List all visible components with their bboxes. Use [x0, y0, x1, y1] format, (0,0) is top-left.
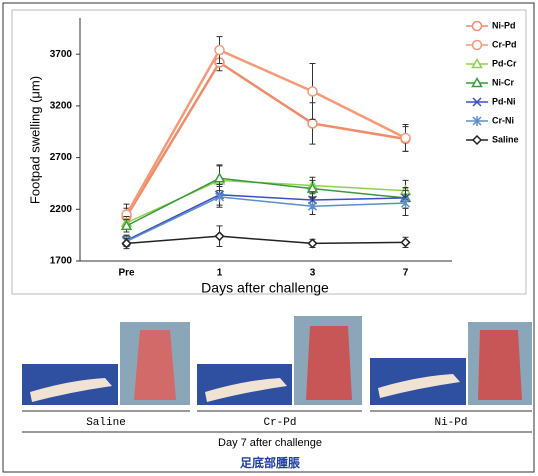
y-tick-label: 2200: [50, 204, 73, 215]
y-tick-label: 1700: [50, 256, 73, 267]
legend-label: Pd-Ni: [492, 96, 516, 106]
marker: [473, 41, 482, 50]
caption: Day 7 after challenge: [218, 437, 322, 449]
legend-label: Cr-Ni: [492, 115, 514, 125]
marker: [473, 22, 482, 31]
y-tick-label: 3700: [50, 49, 73, 60]
legend-label: Pd-Cr: [492, 58, 517, 68]
legend-label: Ni-Pd: [492, 20, 516, 30]
x-tick-label: 7: [403, 268, 409, 279]
legend-label: Cr-Pd: [492, 39, 517, 49]
photo-label: Saline: [86, 417, 126, 429]
legend-label: Saline: [492, 134, 519, 144]
subcaption: 足底部腫脹: [240, 455, 300, 470]
y-axis-label: Footpad swelling (μm): [27, 76, 42, 204]
marker: [308, 87, 317, 96]
photo-label: Cr-Pd: [263, 417, 296, 429]
marker: [215, 46, 224, 55]
legend-label: Ni-Cr: [492, 77, 514, 87]
marker: [308, 119, 317, 128]
x-tick-label: 3: [310, 268, 316, 279]
x-tick-label: Pre: [118, 268, 135, 279]
y-tick-label: 2700: [50, 152, 73, 163]
photo-label: Ni-Pd: [434, 417, 467, 429]
marker: [401, 133, 410, 142]
figure: Footpad swelling (μm) Days after challen…: [0, 0, 538, 476]
foot: [306, 326, 352, 400]
foot: [478, 330, 522, 400]
x-tick-label: 1: [217, 268, 223, 279]
x-axis-label: Days after challenge: [201, 280, 329, 296]
y-tick-label: 3200: [50, 101, 73, 112]
foot: [134, 330, 176, 400]
